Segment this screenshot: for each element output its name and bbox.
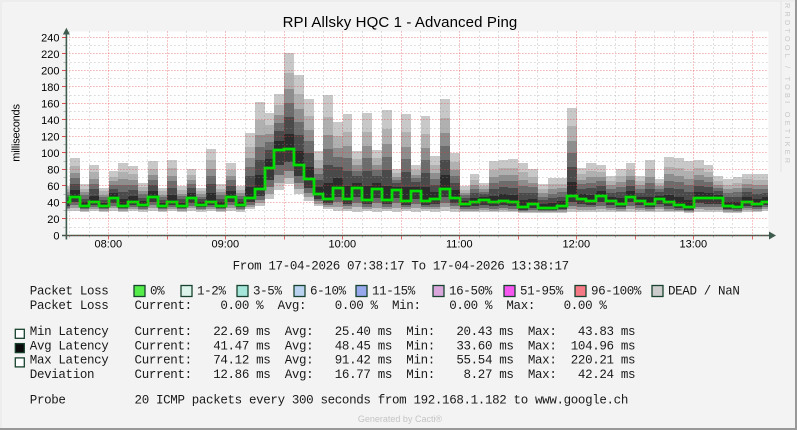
svg-text:Avg Latency: Avg Latency xyxy=(30,339,110,353)
svg-text:10:00: 10:00 xyxy=(329,239,357,251)
svg-text:08:00: 08:00 xyxy=(95,239,123,251)
svg-text:11:00: 11:00 xyxy=(446,239,473,251)
svg-text:Probe: Probe xyxy=(30,393,66,407)
svg-text:milliseconds: milliseconds xyxy=(11,104,23,162)
svg-text:40: 40 xyxy=(47,198,59,210)
svg-text:09:00: 09:00 xyxy=(212,239,240,251)
svg-text:100: 100 xyxy=(41,148,59,160)
svg-text:120: 120 xyxy=(41,132,59,144)
svg-text:20: 20 xyxy=(47,214,59,226)
svg-text:60: 60 xyxy=(47,181,59,193)
svg-text:RPI Allsky HQC 1 - Advanced Pi: RPI Allsky HQC 1 - Advanced Ping xyxy=(283,14,518,31)
svg-text:Current: 12.86 ms Avg: 16: Current: 12.86 ms Avg: 16.77 ms Min: 8.2… xyxy=(135,368,636,382)
svg-text:80: 80 xyxy=(47,165,59,177)
svg-text:Current: 74.12 ms Avg: 91: Current: 74.12 ms Avg: 91.42 ms Min: 55.… xyxy=(135,354,636,368)
svg-text:6-10%: 6-10% xyxy=(310,285,347,299)
svg-text:140: 140 xyxy=(41,115,59,127)
svg-text:13:00: 13:00 xyxy=(680,239,708,251)
svg-text:From 17-04-2026 07:38:17 To 17: From 17-04-2026 07:38:17 To 17-04-2026 1… xyxy=(233,259,569,273)
svg-text:16-50%: 16-50% xyxy=(449,285,493,299)
svg-text:160: 160 xyxy=(41,99,59,111)
svg-text:Min Latency: Min Latency xyxy=(30,325,110,339)
svg-text:180: 180 xyxy=(41,82,59,94)
svg-text:Current: 0.00 % Avg: 0.: Current: 0.00 % Avg: 0.00 % Min: 0.00 % … xyxy=(135,299,608,313)
svg-text:Current: 22.69 ms Avg: 25: Current: 22.69 ms Avg: 25.40 ms Min: 20.… xyxy=(135,325,636,339)
svg-text:20 ICMP packets every 300 seco: 20 ICMP packets every 300 seconds from 1… xyxy=(135,393,628,407)
svg-text:51-95%: 51-95% xyxy=(520,285,564,299)
svg-text:0%: 0% xyxy=(150,285,165,299)
svg-text:200: 200 xyxy=(41,66,59,78)
svg-text:Max Latency: Max Latency xyxy=(30,354,110,368)
svg-text:RRDTOOL / TOBI OETIKER: RRDTOOL / TOBI OETIKER xyxy=(783,3,792,166)
svg-text:Packet Loss: Packet Loss xyxy=(30,285,109,299)
svg-text:12:00: 12:00 xyxy=(563,239,591,251)
svg-text:240: 240 xyxy=(41,33,59,45)
svg-text:Generated by Cacti®: Generated by Cacti® xyxy=(358,414,443,424)
svg-text:220: 220 xyxy=(41,49,59,61)
svg-text:3-5%: 3-5% xyxy=(253,285,282,299)
svg-text:96-100%: 96-100% xyxy=(591,285,642,299)
svg-text:1-2%: 1-2% xyxy=(197,285,226,299)
svg-text:0: 0 xyxy=(53,231,59,243)
svg-text:DEAD / NaN: DEAD / NaN xyxy=(668,285,740,299)
svg-text:Current: 41.47 ms Avg: 48: Current: 41.47 ms Avg: 48.45 ms Min: 33.… xyxy=(135,339,636,353)
svg-text:11-15%: 11-15% xyxy=(372,285,416,299)
svg-text:Deviation: Deviation xyxy=(30,368,94,382)
svg-text:Packet Loss: Packet Loss xyxy=(30,299,109,313)
